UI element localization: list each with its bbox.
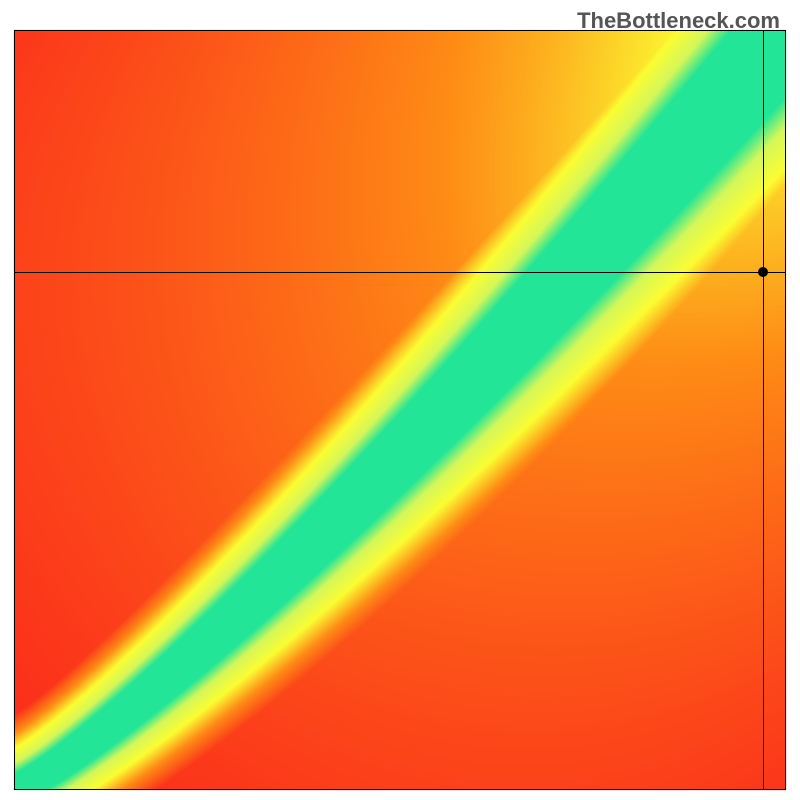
crosshair-marker[interactable] bbox=[758, 267, 768, 277]
watermark-text: TheBottleneck.com bbox=[577, 8, 780, 34]
chart-container: { "watermark": { "text": "TheBottleneck.… bbox=[0, 0, 800, 800]
crosshair-horizontal bbox=[14, 272, 786, 273]
crosshair-vertical bbox=[763, 30, 764, 790]
bottleneck-heatmap bbox=[0, 0, 800, 800]
